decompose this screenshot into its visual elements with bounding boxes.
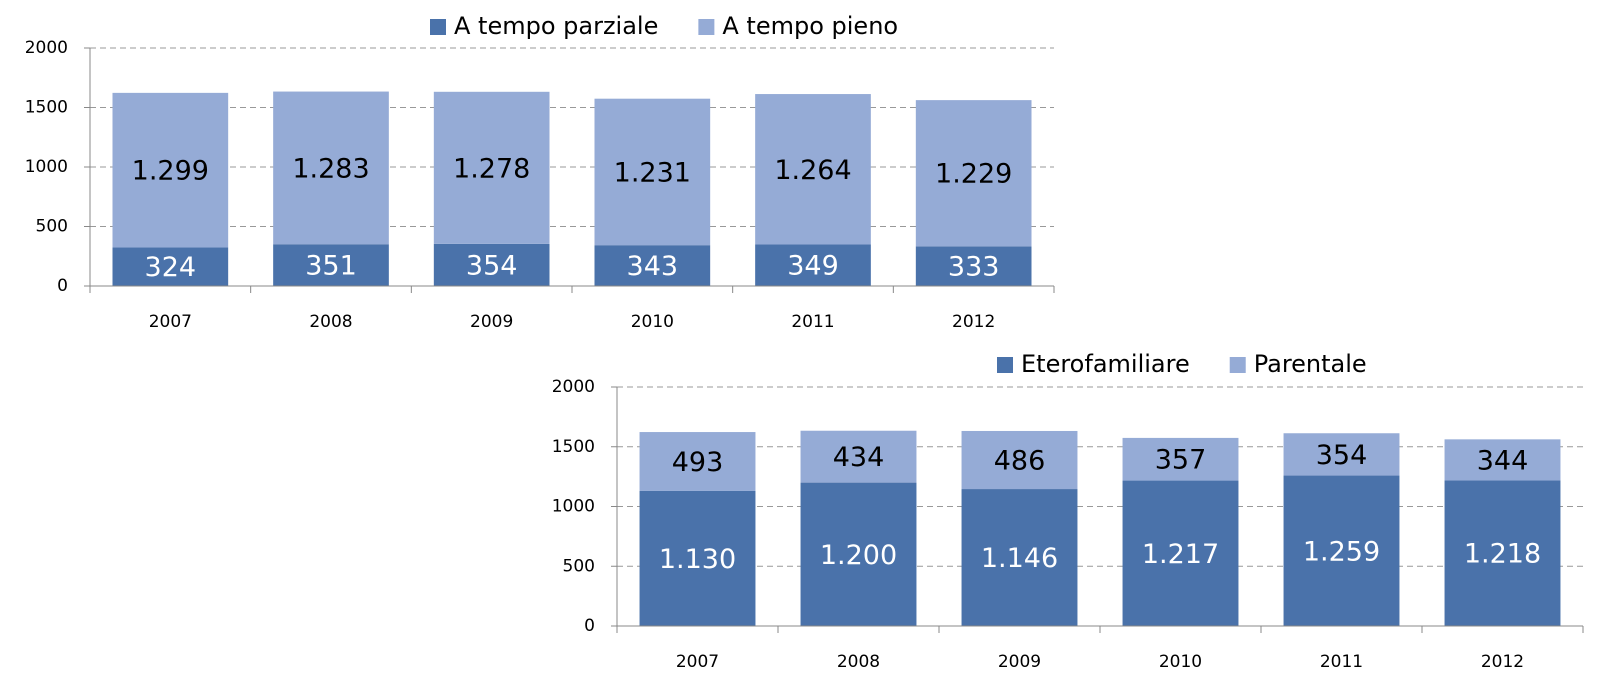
x-tick-label: 2009	[998, 652, 1041, 672]
bar-segment	[755, 244, 871, 286]
data-label: 1.283	[292, 153, 369, 184]
data-label: 351	[305, 251, 357, 282]
bar-segment	[1122, 437, 1239, 481]
y-tick-label: 1500	[552, 437, 595, 457]
data-label: 1.146	[981, 543, 1058, 574]
data-label: 1.264	[774, 155, 851, 186]
legend-swatch	[698, 19, 715, 35]
data-label: 1.259	[1303, 536, 1380, 567]
legend-label: A tempo parziale	[454, 12, 658, 40]
data-label: 1.130	[659, 544, 736, 575]
data-label: 357	[1155, 445, 1207, 476]
bar-segment	[639, 490, 756, 626]
data-label: 1.229	[935, 159, 1012, 190]
data-label: 1.217	[1142, 539, 1219, 570]
bar-segment	[961, 430, 1078, 490]
data-label: 434	[833, 442, 885, 473]
legend-label: Parentale	[1254, 350, 1367, 378]
data-label: 349	[787, 251, 839, 282]
bar-segment	[594, 98, 711, 246]
bar-segment	[755, 94, 871, 245]
y-tick-label: 0	[57, 276, 68, 296]
bar-segment	[915, 100, 1032, 247]
bar-segment	[112, 247, 229, 286]
x-tick-label: 2008	[309, 312, 352, 332]
legend-swatch	[430, 19, 446, 35]
data-label: 343	[627, 251, 679, 282]
data-label: 486	[994, 446, 1046, 477]
x-tick-label: 2011	[791, 312, 834, 332]
data-label: 354	[466, 250, 518, 281]
legend-label: A tempo pieno	[722, 12, 898, 40]
bar-segment	[273, 244, 389, 286]
y-tick-label: 1500	[25, 98, 68, 118]
y-tick-label: 500	[563, 556, 595, 576]
bar-segment	[800, 482, 917, 626]
bar-segment	[961, 489, 1078, 626]
bar-segment	[800, 430, 917, 483]
y-tick-label: 0	[584, 616, 595, 636]
bar-segment	[639, 432, 756, 491]
x-tick-label: 2012	[1481, 652, 1524, 672]
bar-segment	[915, 246, 1032, 286]
x-tick-label: 2009	[470, 312, 513, 332]
data-label: 1.299	[132, 156, 209, 187]
y-tick-label: 2000	[552, 377, 595, 397]
x-tick-label: 2008	[837, 652, 880, 672]
data-label: 1.278	[453, 153, 530, 184]
bar-segment	[433, 91, 550, 244]
bar-segment	[273, 91, 389, 245]
data-label: 324	[145, 252, 197, 283]
legend-swatch	[1229, 357, 1246, 373]
y-tick-label: 500	[36, 217, 68, 237]
x-tick-label: 2007	[149, 312, 192, 332]
x-tick-label: 2010	[1159, 652, 1202, 672]
data-label: 354	[1316, 440, 1368, 471]
bar-segment	[1444, 480, 1561, 626]
y-tick-label: 1000	[25, 157, 68, 177]
y-tick-label: 1000	[552, 497, 595, 517]
bar-segment	[594, 245, 711, 286]
data-label: 493	[672, 447, 724, 478]
data-label: 1.200	[820, 540, 897, 571]
bar-segment	[112, 92, 229, 248]
legend-label: Eterofamiliare	[1021, 350, 1190, 378]
x-tick-label: 2010	[631, 312, 674, 332]
data-label: 1.231	[614, 157, 691, 188]
bar-segment	[1444, 439, 1561, 481]
data-label: 333	[948, 252, 1000, 283]
legend-swatch	[997, 357, 1013, 373]
data-label: 344	[1477, 445, 1529, 476]
bar-segment	[1283, 475, 1400, 626]
x-tick-label: 2011	[1320, 652, 1363, 672]
bar-segment	[1122, 480, 1239, 626]
bar-segment	[1283, 433, 1400, 476]
data-label: 1.218	[1464, 539, 1541, 570]
x-tick-label: 2007	[676, 652, 719, 672]
bar-segment	[433, 243, 550, 286]
x-tick-label: 2012	[952, 312, 995, 332]
y-tick-label: 2000	[25, 38, 68, 58]
